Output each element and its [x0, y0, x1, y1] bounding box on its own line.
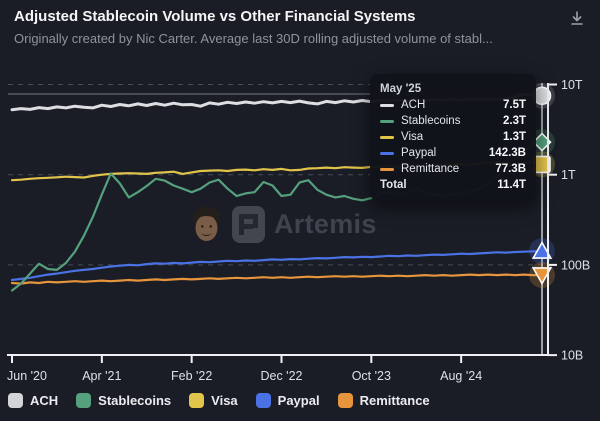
tooltip-series-value: 7.5T	[502, 99, 526, 111]
chart-legend: ACH Stablecoins Visa Paypal Remittance	[8, 393, 430, 408]
tooltip-total-row: Total 11.4T	[380, 177, 526, 193]
chart-tooltip: May '25 ACH 7.5T Stablecoins 2.3T Visa 1.3T Pa…	[370, 74, 536, 201]
tooltip-total-value: 11.4T	[497, 179, 526, 191]
tooltip-date: May '25	[380, 83, 422, 95]
legend-item-stablecoins[interactable]: Stablecoins	[76, 393, 171, 408]
y-axis-label-1T: 1T	[561, 168, 576, 182]
legend-item-remittance[interactable]: Remittance	[337, 393, 430, 408]
tooltip-row-stablecoins: Stablecoins 2.3T	[380, 113, 526, 129]
download-icon	[571, 11, 583, 25]
series-line-remittance[interactable]	[10, 273, 544, 285]
legend-label: ACH	[30, 393, 59, 408]
tooltip-series-dash-icon	[380, 151, 394, 155]
tooltip-series-name: ACH	[401, 99, 426, 111]
tooltip-series-dash-icon	[380, 135, 394, 139]
legend-item-paypal[interactable]: Paypal	[255, 393, 320, 408]
legend-chip-icon	[337, 393, 353, 408]
legend-label: Visa	[211, 393, 238, 408]
x-axis-label-jun-20: Jun '20	[7, 369, 47, 383]
legend-item-visa[interactable]: Visa	[189, 393, 238, 408]
tooltip-row-paypal: Paypal 142.3B	[380, 145, 526, 161]
series-line-paypal[interactable]	[10, 250, 544, 282]
tooltip-series-dash-icon	[380, 119, 394, 123]
x-axis-label-apr-21: Apr '21	[82, 369, 121, 383]
tooltip-row-remittance: Remittance 77.3B	[380, 161, 526, 177]
legend-label: Remittance	[359, 393, 430, 408]
legend-chip-icon	[189, 393, 205, 408]
tooltip-total-label: Total	[380, 179, 407, 191]
x-axis-label-aug-24: Aug '24	[440, 369, 482, 383]
download-button[interactable]	[566, 7, 588, 29]
legend-chip-icon	[8, 393, 23, 408]
y-axis-label-10B: 10B	[561, 349, 583, 363]
tooltip-series-name: Stablecoins	[401, 115, 461, 127]
tooltip-series-value: 142.3B	[488, 147, 526, 159]
tooltip-series-value: 2.3T	[502, 115, 526, 127]
tooltip-series-name: Paypal	[401, 147, 437, 159]
page-title: Adjusted Stablecoin Volume vs Other Fina…	[14, 8, 416, 25]
legend-label: Paypal	[277, 393, 320, 408]
x-axis-label-dec-22: Dec '22	[260, 369, 302, 383]
tooltip-series-value: 1.3T	[502, 131, 526, 143]
chart-subtitle: Originally created by Nic Carter. Averag…	[14, 31, 493, 46]
tooltip-series-dash-icon	[380, 167, 394, 171]
legend-chip-icon	[76, 393, 92, 408]
tooltip-series-dash-icon	[380, 103, 394, 107]
x-axis-label-oct-23: Oct '23	[352, 369, 391, 383]
end-marker-remittance[interactable]	[531, 267, 553, 286]
tooltip-series-name: Remittance	[401, 163, 460, 175]
tooltip-series-name: Visa	[401, 131, 424, 143]
x-axis-label-feb-22: Feb '22	[171, 369, 212, 383]
end-marker-paypal[interactable]	[531, 240, 553, 259]
legend-chip-icon	[255, 393, 271, 408]
y-axis-label-100B: 100B	[561, 258, 590, 272]
artemis-mascot-icon	[193, 206, 220, 241]
tooltip-row-visa: Visa 1.3T	[380, 129, 526, 145]
tooltip-series-value: 77.3B	[495, 163, 526, 175]
legend-item-ach[interactable]: ACH	[8, 393, 58, 408]
artemis-logo-icon	[232, 206, 265, 243]
y-axis-label-10T: 10T	[561, 78, 583, 92]
artemis-watermark: Artemis	[190, 204, 377, 245]
tooltip-row-ach: ACH 7.5T	[380, 97, 526, 113]
legend-label: Stablecoins	[98, 393, 172, 408]
artemis-watermark-text: Artemis	[274, 209, 377, 239]
